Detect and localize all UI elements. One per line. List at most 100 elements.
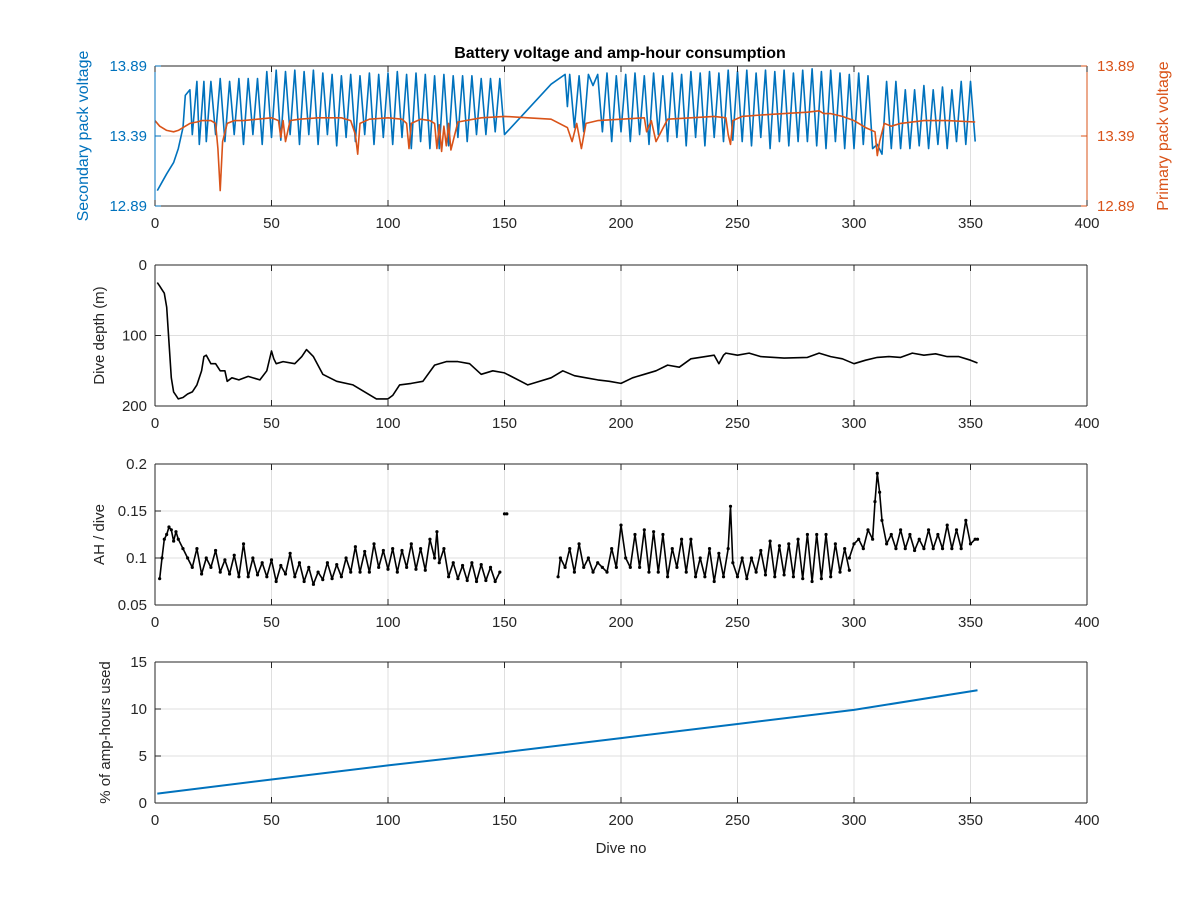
data-point [647, 570, 651, 574]
data-point [926, 528, 931, 532]
x-tick-label: 250 [725, 215, 750, 232]
data-point [293, 575, 297, 579]
data-point [843, 547, 847, 551]
data-point [311, 582, 316, 586]
data-point [335, 562, 339, 567]
data-point [556, 575, 560, 579]
data-point [829, 575, 833, 579]
x-tick-label: 50 [263, 614, 280, 631]
data-point [805, 532, 810, 537]
data-point [652, 530, 656, 534]
data-point [878, 490, 882, 494]
data-point [437, 561, 441, 565]
panel-percent: 0 50 100 150 200 250 300 350 400 0 5 10 15 % of amp-h… [97, 654, 1100, 857]
y-right-tick-label: 12.89 [1097, 198, 1135, 215]
x-tick-label: 0 [151, 415, 159, 432]
y-tick-label: 0.2 [126, 456, 147, 473]
data-point [465, 578, 469, 583]
data-point [903, 547, 907, 551]
panel-voltage: 0 50 100 150 200 250 300 350 40012.8913.3913.891… [75, 51, 1172, 232]
x-tick-label: 150 [492, 614, 517, 631]
data-point [833, 542, 837, 546]
series-line-voltage-1 [154, 110, 976, 192]
data-point [172, 539, 176, 543]
x-tick-label: 300 [841, 614, 866, 631]
data-point [889, 532, 893, 537]
data-point [728, 504, 733, 508]
x-tick-label: 350 [958, 614, 983, 631]
data-point [330, 577, 334, 581]
data-point [563, 565, 567, 570]
data-point [372, 542, 376, 546]
data-point [787, 542, 791, 546]
data-point [684, 570, 688, 574]
data-point [873, 500, 877, 504]
data-point [223, 558, 227, 562]
data-point [936, 532, 940, 537]
data-point [269, 558, 274, 562]
y-axis-label: % of amp-hours used [97, 661, 114, 804]
data-point [819, 577, 823, 581]
x-tick-label: 300 [841, 812, 866, 829]
data-point [493, 579, 497, 584]
x-tick-label: 100 [375, 215, 400, 232]
x-tick-label: 100 [375, 614, 400, 631]
data-point [297, 561, 302, 565]
data-point [460, 563, 465, 568]
data-point [740, 556, 744, 560]
data-point [954, 528, 959, 532]
data-point [810, 579, 814, 584]
panel-depth: 0 50 100 150 200 250 300 350 400 0 100 200 Dive dept… [91, 257, 1100, 432]
data-point [484, 578, 488, 583]
data-point [777, 544, 782, 548]
y-right-tick-label: 13.89 [1097, 58, 1135, 75]
data-point [213, 548, 218, 553]
data-point [712, 579, 716, 584]
data-point [912, 548, 917, 553]
data-point [703, 575, 707, 579]
data-point [190, 565, 194, 570]
data-point [959, 547, 963, 551]
data-point [363, 549, 367, 554]
y-tick-label: 0.05 [118, 597, 147, 614]
data-point [442, 547, 446, 551]
x-tick-label: 400 [1074, 812, 1099, 829]
data-point [577, 542, 581, 546]
data-point [679, 537, 684, 541]
y-tick-label: 12.89 [109, 198, 147, 215]
data-point [596, 561, 600, 565]
figure-title: Battery voltage and amp-hour consumption [454, 45, 786, 62]
data-point [801, 577, 805, 581]
data-point [158, 577, 162, 581]
x-tick-label: 50 [263, 415, 280, 432]
data-point [227, 572, 232, 576]
data-point [451, 561, 455, 565]
panel-ah: 0 50 100 150 200 250 300 350 400 0.05 0.1 0.15 0.2 AH… [91, 456, 1100, 631]
data-point [307, 565, 311, 570]
y-axis-label: Secondary pack voltage [75, 51, 92, 222]
data-point [435, 530, 439, 534]
x-tick-label: 400 [1074, 614, 1099, 631]
data-point [288, 551, 292, 555]
x-tick-label: 200 [608, 215, 633, 232]
data-point [796, 537, 800, 541]
data-point [717, 551, 721, 555]
data-point [600, 565, 604, 570]
x-tick-label: 200 [608, 415, 633, 432]
x-tick-label: 400 [1074, 415, 1099, 432]
data-point [726, 547, 730, 551]
data-point [735, 575, 740, 579]
y-tick-label: 5 [139, 748, 147, 765]
series-line-depth-0 [156, 282, 978, 400]
y-tick-label: 10 [130, 701, 147, 718]
data-point [782, 573, 786, 577]
data-point [186, 556, 190, 560]
data-point [568, 547, 572, 551]
x-tick-label: 0 [151, 614, 159, 631]
data-point [624, 556, 628, 560]
x-tick-label: 0 [151, 812, 159, 829]
data-point [642, 528, 646, 532]
x-tick-label: 100 [375, 812, 400, 829]
data-point [232, 553, 236, 557]
data-point [502, 512, 507, 516]
